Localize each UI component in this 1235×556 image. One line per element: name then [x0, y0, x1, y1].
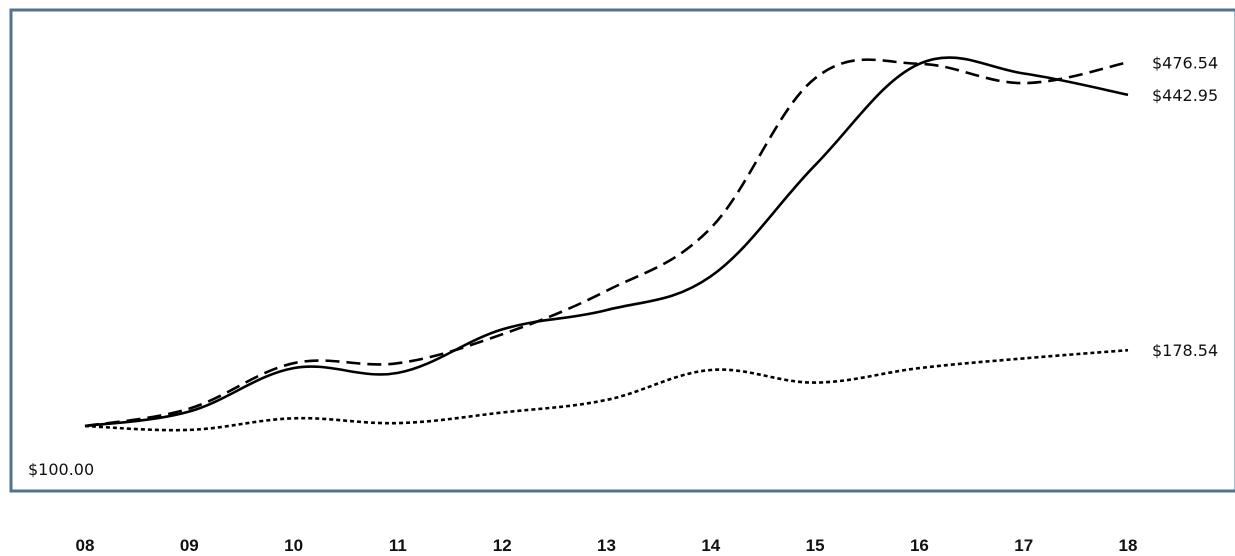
x-tick-label: 16 [910, 536, 929, 555]
x-tick-label: 10 [284, 536, 303, 555]
x-tick-label: 12 [493, 536, 512, 555]
end-value-label: $178.54 [1152, 341, 1218, 360]
series-line-solid [84, 56, 1129, 428]
x-tick-label: 08 [76, 536, 95, 555]
series-line-dashed [84, 58, 1129, 428]
x-tick-label: 09 [180, 536, 199, 555]
start-value-label: $100.00 [28, 460, 94, 479]
x-tick-label: 11 [389, 536, 407, 555]
x-tick-label: 18 [1119, 536, 1138, 555]
end-value-label: $476.54 [1152, 53, 1218, 72]
plot-frame [9, 8, 1235, 493]
x-tick-label: 17 [1014, 536, 1033, 555]
x-axis-tick-labels: 08 09 10 11 12 13 14 15 16 17 18 [76, 536, 1138, 555]
x-tick-label: 14 [701, 536, 720, 555]
series-line-dotted [84, 348, 1129, 432]
series-layer [84, 56, 1129, 432]
end-labels: $442.95 $476.54 $178.54 [1152, 53, 1218, 360]
x-tick-label: 15 [806, 536, 825, 555]
x-tick-label: 13 [597, 536, 616, 555]
end-value-label: $442.95 [1152, 86, 1218, 105]
